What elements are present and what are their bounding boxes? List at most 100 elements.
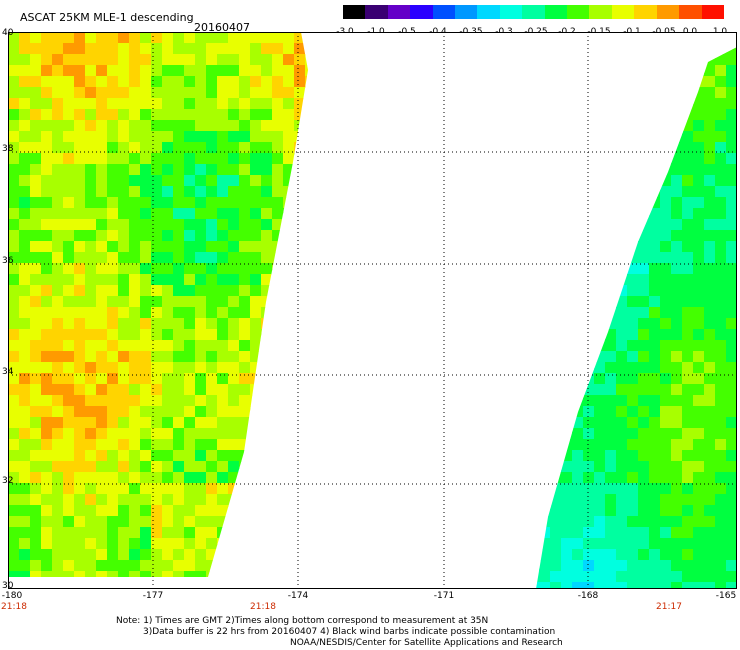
- swath-cell: [173, 252, 185, 264]
- swath-cell: [704, 175, 716, 187]
- swath-cell: [638, 483, 650, 495]
- swath-cell: [184, 505, 196, 517]
- swath-cell: [140, 527, 152, 539]
- swath-cell: [52, 120, 64, 132]
- swath-cell: [63, 274, 75, 286]
- swath-cell: [162, 296, 174, 308]
- swath-cell: [162, 549, 174, 561]
- swath-cell: [239, 87, 251, 99]
- swath-cell: [63, 461, 75, 473]
- swath-cell: [173, 450, 185, 462]
- swath-cell: [250, 208, 262, 220]
- swath-cell: [693, 186, 705, 198]
- swath-cell: [627, 417, 639, 429]
- swath-cell: [118, 230, 130, 242]
- swath-cell: [140, 351, 152, 363]
- swath-cell: [261, 87, 273, 99]
- swath-cell: [726, 483, 737, 495]
- swath-cell: [173, 340, 185, 352]
- swath-cell: [19, 241, 31, 253]
- swath-cell: [52, 351, 64, 363]
- swath-cell: [660, 439, 672, 451]
- swath-cell: [162, 428, 174, 440]
- swath-cell: [715, 153, 727, 165]
- swath-cell: [250, 329, 262, 341]
- swath-cell: [151, 571, 163, 577]
- swath-cell: [550, 494, 562, 506]
- swath-cell: [583, 538, 595, 550]
- swath-cell: [74, 219, 86, 231]
- swath-cell: [30, 362, 42, 374]
- swath-cell: [715, 505, 727, 517]
- swath-cell: [173, 65, 185, 77]
- swath-cell: [228, 65, 240, 77]
- swath-cell: [195, 120, 207, 132]
- swath-cell: [41, 252, 53, 264]
- swath-cell: [217, 450, 229, 462]
- swath-cell: [228, 307, 240, 319]
- swath-cell: [250, 307, 262, 319]
- swath-cell: [41, 175, 53, 187]
- swath-cell: [140, 428, 152, 440]
- swath-cell: [19, 571, 31, 577]
- swath-cell: [41, 296, 53, 308]
- swath-cell: [671, 417, 683, 429]
- swath-cell: [151, 527, 163, 539]
- swath-cell: [605, 516, 617, 528]
- swath-cell: [572, 516, 584, 528]
- swath-cell: [151, 208, 163, 220]
- swath-cell: [96, 76, 108, 88]
- swath-cell: [671, 494, 683, 506]
- swath-cell: [85, 296, 97, 308]
- swath-cell: [184, 406, 196, 418]
- swath-cell: [715, 318, 727, 330]
- swath-cell: [41, 43, 53, 55]
- swath-cell: [605, 461, 617, 473]
- swath-cell: [52, 428, 64, 440]
- swath-cell: [228, 76, 240, 88]
- swath-cell: [19, 164, 31, 176]
- colorbar-swatch: [611, 5, 635, 19]
- swath-cell: [272, 43, 284, 55]
- swath-cell: [294, 76, 306, 88]
- swath-cell: [217, 285, 229, 297]
- swath-cell: [638, 560, 650, 572]
- swath-cell: [550, 516, 562, 528]
- swath-cell: [107, 340, 119, 352]
- swath-cell: [63, 406, 75, 418]
- swath-cell: [660, 329, 672, 341]
- swath-cell: [41, 472, 53, 484]
- swath-cell: [616, 560, 628, 572]
- swath-cell: [184, 274, 196, 286]
- swath-cell: [151, 131, 163, 143]
- swath-cell: [605, 505, 617, 517]
- swath-cell: [74, 164, 86, 176]
- swath-cell: [594, 373, 606, 385]
- swath-cell: [638, 329, 650, 341]
- swath-cell: [129, 318, 141, 330]
- swath-cell: [8, 362, 20, 374]
- swath-cell: [151, 296, 163, 308]
- swath-cell: [107, 186, 119, 198]
- swath-cell: [206, 175, 218, 187]
- swath-cell: [85, 197, 97, 209]
- swath-cell: [704, 109, 716, 121]
- colorbar-swatch: [589, 5, 612, 19]
- swath-cell: [239, 65, 251, 77]
- swath-cell: [704, 285, 716, 297]
- swath-cell: [107, 274, 119, 286]
- swath-cell: [63, 296, 75, 308]
- swath-cell: [638, 230, 650, 242]
- swath-cell: [85, 120, 97, 132]
- swath-cell: [726, 142, 737, 154]
- swath-cell: [715, 395, 727, 407]
- swath-cell: [129, 153, 141, 165]
- colorbar-swatch: [656, 5, 680, 19]
- swath-cell: [184, 527, 196, 539]
- swath-cell: [41, 109, 53, 121]
- swath-cell: [118, 142, 130, 154]
- swath-cell: [583, 516, 595, 528]
- swath-cell: [660, 384, 672, 396]
- swath-cell: [261, 208, 273, 220]
- swath-cell: [107, 384, 119, 396]
